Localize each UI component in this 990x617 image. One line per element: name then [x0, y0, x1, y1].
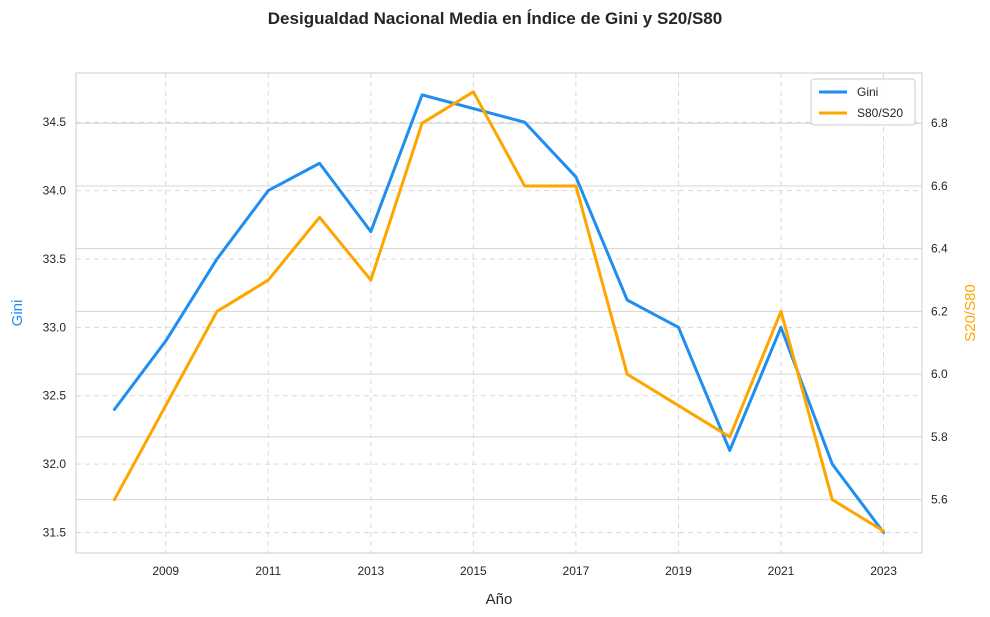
x-tick-label: 2019 [665, 564, 692, 578]
y-right-tick-label: 5.8 [931, 430, 948, 444]
axes-layer: 2009 2011 2013 2015 2017 2019 2021 2023 31.5 32.0… [9, 72, 979, 608]
legend-label: S80/S20 [857, 106, 903, 120]
x-tick-label: 2011 [255, 564, 281, 578]
y-left-tick-label: 34.5 [43, 115, 67, 129]
lines-layer [112, 90, 886, 534]
x-tick-label: 2021 [768, 564, 795, 578]
y-right-tick-label: 6.6 [931, 179, 948, 193]
series-line-s80-s20 [112, 90, 886, 533]
y-right-tick-label: 6.4 [931, 242, 948, 256]
y-left-tick-label: 32.5 [43, 389, 67, 403]
y-left-tick-label: 33.0 [43, 320, 67, 334]
y-right-tick-label: 6.2 [931, 304, 948, 318]
plot-frame [75, 72, 923, 554]
series-line-gini [112, 93, 886, 534]
y-right-tick-label: 6.0 [931, 367, 948, 381]
x-tick-label: 2023 [870, 564, 897, 578]
x-tick-label: 2009 [152, 564, 179, 578]
y-left-tick-label: 31.5 [43, 525, 67, 539]
grid-layer [76, 73, 922, 553]
y-left-tick-label: 32.0 [43, 457, 67, 471]
y-left-tick-label: 33.5 [43, 252, 67, 266]
y-left-axis-title: Gini [9, 300, 26, 327]
legend-label: Gini [857, 85, 878, 99]
x-tick-label: 2017 [563, 564, 590, 578]
chart-title: Desigualdad Nacional Media en Índice de … [267, 9, 723, 28]
y-right-tick-label: 6.8 [931, 116, 948, 130]
x-tick-label: 2015 [460, 564, 487, 578]
legend: Gini S80/S20 [810, 78, 916, 126]
x-axis-title: Año [486, 591, 513, 608]
y-right-tick-label: 5.6 [931, 493, 948, 507]
y-right-axis-title: S20/S80 [962, 284, 979, 342]
x-tick-label: 2013 [357, 564, 384, 578]
y-left-tick-label: 34.0 [43, 184, 67, 198]
